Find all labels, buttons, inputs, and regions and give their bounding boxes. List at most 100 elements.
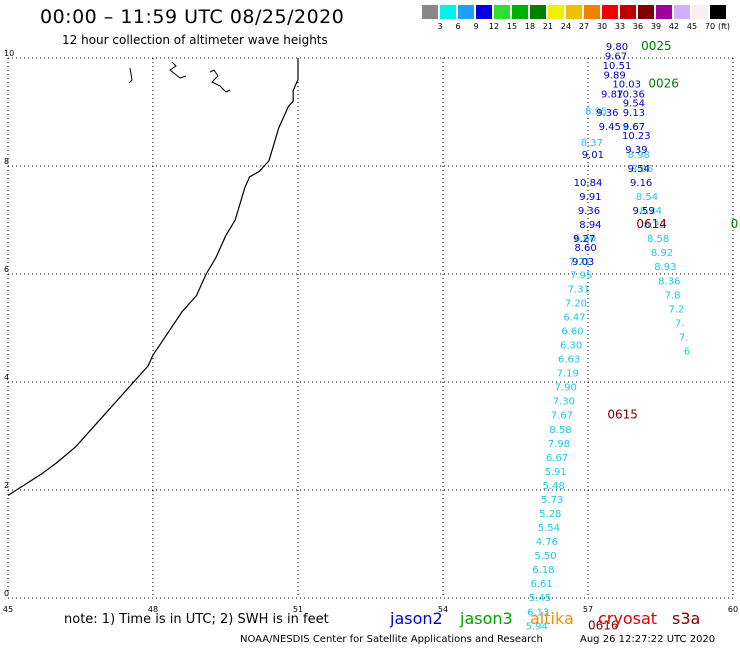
generated-timestamp: Aug 26 12:27:22 UTC 2020 <box>580 634 716 645</box>
scale-label: 30 <box>596 22 608 31</box>
data-point-label: 5.50 <box>534 551 556 562</box>
scale-label: 70 <box>704 22 716 31</box>
data-point-label: 5.54 <box>538 523 560 534</box>
data-point-label: 6.63 <box>558 355 580 366</box>
data-point-label: 5.45 <box>529 593 551 604</box>
y-tick-label: 6 <box>4 265 9 274</box>
data-point-label: 8.37 <box>581 138 603 149</box>
data-point-label: 9.87 <box>601 89 623 100</box>
scale-swatch <box>494 5 510 19</box>
scale-label: 18 <box>524 22 536 31</box>
data-point-label: 9.36 <box>596 108 618 119</box>
data-point-label: 10.23 <box>622 131 651 142</box>
data-point-label: 8.58 <box>647 234 669 245</box>
data-point-label: 10.51 <box>603 61 632 72</box>
y-tick-label: 0 <box>4 589 9 598</box>
data-point-label: 7. <box>679 332 689 343</box>
scale-label: 9 <box>473 22 479 31</box>
data-point-label: 9.89 <box>603 71 625 82</box>
data-point-label: 9.67 <box>623 122 645 133</box>
data-point-label: 9.03 <box>572 257 594 268</box>
chart-title: 00:00 – 11:59 UTC 08/25/2020 <box>40 6 345 28</box>
data-point-label: 8.93 <box>654 262 676 273</box>
data-point-label: 6.61 <box>530 579 552 590</box>
data-point-label: 10.36 <box>616 89 645 100</box>
scale-swatch <box>710 5 726 19</box>
pass-time-label: 0614 <box>636 217 667 231</box>
data-point-label: 5.94 <box>526 621 548 632</box>
pass-time-label: 0615 <box>607 408 638 422</box>
data-point-label: 8.98 <box>628 150 650 161</box>
data-point-label: 8.54 <box>636 192 658 203</box>
data-point-label: 7.8 <box>665 290 681 301</box>
scale-label: 15 <box>506 22 518 31</box>
y-tick-label: 4 <box>4 373 9 382</box>
x-tick-label: 48 <box>148 605 158 614</box>
scale-swatch <box>512 5 528 19</box>
data-point-label: 7.20 <box>565 298 587 309</box>
data-point-label: 9.01 <box>582 150 604 161</box>
scale-swatch <box>638 5 654 19</box>
data-point-label: 9.36 <box>578 206 600 217</box>
credit-line: NOAA/NESDIS Center for Satellite Applica… <box>240 634 543 645</box>
units-note: note: 1) Time is in UTC; 2) SWH is in fe… <box>64 612 329 627</box>
data-point-label: 9.80 <box>606 42 628 53</box>
scale-label: 39 <box>650 22 662 31</box>
data-point-label: 9.13 <box>623 108 645 119</box>
data-point-label: 9.27 <box>573 234 595 245</box>
chart-subtitle: 12 hour collection of altimeter wave hei… <box>62 33 328 47</box>
scale-label: 42 <box>668 22 680 31</box>
island <box>169 61 187 79</box>
pass-time-label: 0 <box>731 217 739 231</box>
data-point-label: 9.59 <box>632 206 654 217</box>
scale-swatch <box>620 5 636 19</box>
data-point-label: 7.71 <box>569 257 591 268</box>
data-point-label: 9.91 <box>579 192 601 203</box>
x-tick-label: 57 <box>583 605 593 614</box>
data-point-label: 10.03 <box>612 80 641 91</box>
data-point-label: 7.2 <box>668 304 684 315</box>
satellite-cryosat: cryosat <box>598 609 658 628</box>
data-point-label: 7.31 <box>568 284 590 295</box>
scale-swatch <box>440 5 456 19</box>
scale-label: 36 <box>632 22 644 31</box>
data-point-label: 8.94 <box>579 220 601 231</box>
satellite-altika: altika <box>530 609 574 628</box>
data-point-label: 5.91 <box>544 467 566 478</box>
scale-swatch <box>548 5 564 19</box>
data-point-label: 7.67 <box>551 411 573 422</box>
scale-swatch <box>692 5 708 19</box>
data-point-label: 6 <box>684 346 690 357</box>
data-point-label: 8.22 <box>644 220 666 231</box>
scale-label: 24 <box>560 22 572 31</box>
scale-swatch <box>422 5 438 19</box>
scale-label: 27 <box>578 22 590 31</box>
data-point-label: 5.48 <box>543 481 565 492</box>
data-point-label: 6.30 <box>560 341 582 352</box>
scale-label: 3 <box>437 22 443 31</box>
data-point-label: 7.90 <box>555 383 577 394</box>
scale-label: 12 <box>488 22 500 31</box>
data-point-label: 9.39 <box>625 145 647 156</box>
scale-swatch <box>566 5 582 19</box>
data-point-label: 7.98 <box>548 439 570 450</box>
data-point-label: 8.95 <box>585 107 607 118</box>
data-point-label: 8.58 <box>549 425 571 436</box>
y-tick-label: 2 <box>4 481 9 490</box>
scale-swatch <box>674 5 690 19</box>
data-point-label: 7.95 <box>570 270 592 281</box>
scale-label: 33 <box>614 22 626 31</box>
scale-swatch <box>476 5 492 19</box>
data-point-label: 9.16 <box>630 178 652 189</box>
x-tick-label: 54 <box>438 605 448 614</box>
satellite-jason2: jason2 <box>390 609 443 628</box>
scale-label: 6 <box>455 22 461 31</box>
data-point-label: 9.54 <box>623 99 645 110</box>
data-point-label: 8.86 <box>631 164 653 175</box>
data-point-label: 7.19 <box>557 369 579 380</box>
data-point-label: 7. <box>675 318 685 329</box>
satellite-s3a: s3a <box>672 609 701 628</box>
data-point-label: 4.76 <box>536 537 558 548</box>
data-point-label: 8.60 <box>574 243 596 254</box>
